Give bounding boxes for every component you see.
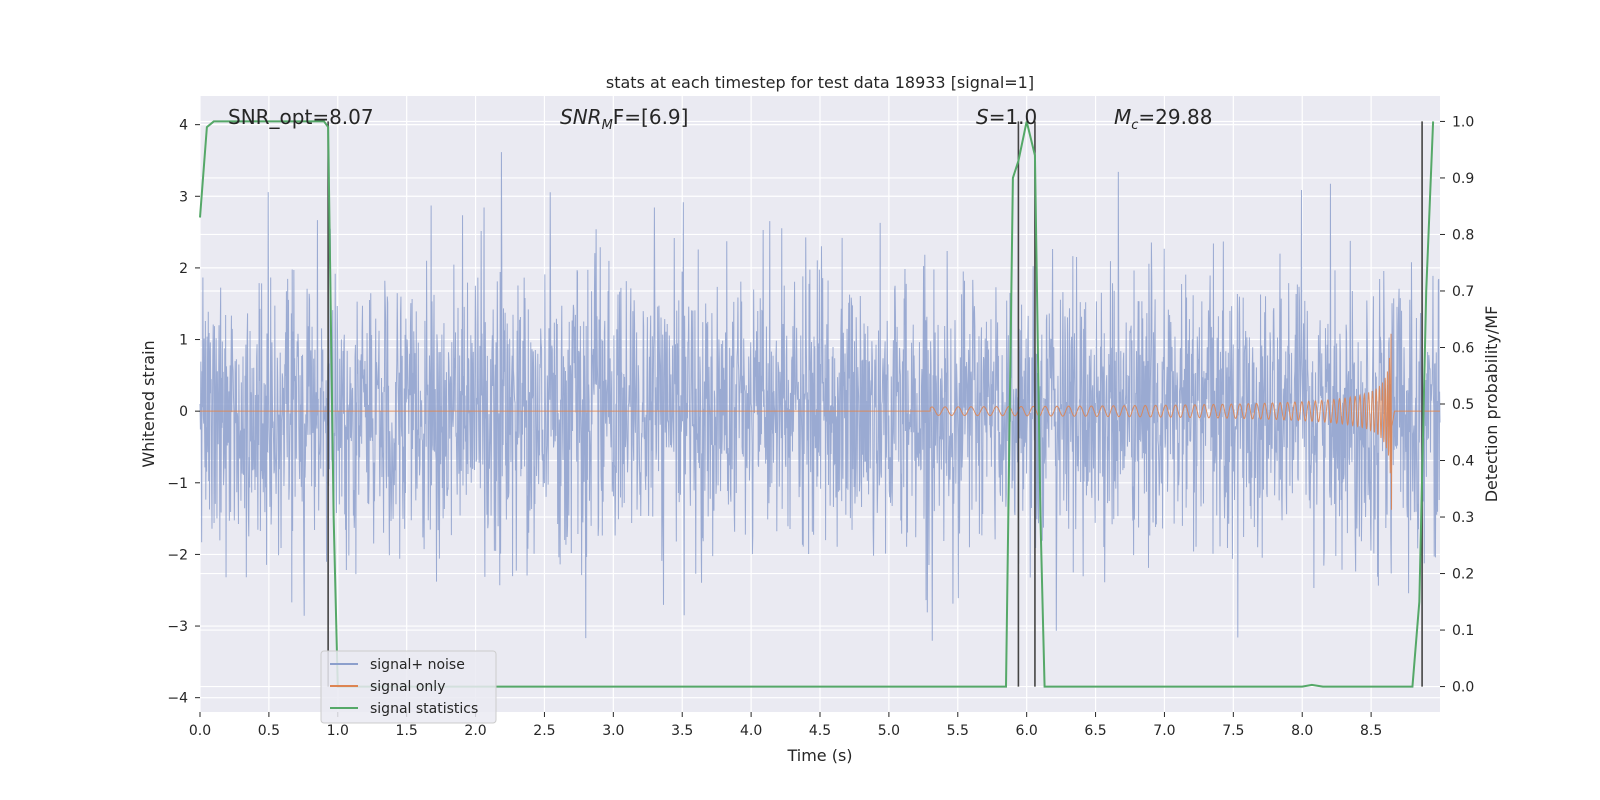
y-tick-label-right: 0.7 [1452,284,1474,300]
y-tick-label-right: 0.8 [1452,227,1474,243]
y-tick-label-right: 0.4 [1452,454,1474,470]
x-tick-label: 1.5 [396,723,418,739]
x-tick-label: 2.0 [464,723,486,739]
annotation-snr-mf-base: SNR [560,105,602,129]
x-tick-label: 0.0 [189,723,211,739]
legend-box [320,650,497,724]
annotation-mc-rest: =29.88 [1138,105,1212,129]
y-tick-label-right: 0.5 [1452,397,1474,413]
y-ticks-left: 4 3 2 1 0 −1 −2 −3 −4 [167,118,200,707]
y-tick-label-right: 0.6 [1452,340,1474,356]
x-tick-label: 0.5 [258,723,280,739]
x-tick-label: 8.0 [1291,723,1313,739]
y-tick-label: −3 [167,619,188,635]
signal-only-line [200,333,1440,510]
x-tick-label: 8.5 [1360,723,1382,739]
x-tick-label: 3.5 [671,723,693,739]
y-tick-label: 1 [179,333,188,349]
x-tick-label: 1.0 [327,723,349,739]
x-tick-label: 6.0 [1016,723,1038,739]
x-tick-label: 4.5 [809,723,831,739]
x-tick-label: 7.5 [1222,723,1244,739]
y-tick-label: −1 [167,476,188,492]
y-tick-label-right: 0.1 [1452,623,1474,639]
x-tick-label: 5.5 [947,723,969,739]
annotation-mc-sub: c [1131,118,1138,133]
annotation-snr-mf-rest: F=[6.9] [613,105,689,129]
annotation-snr-mf: SNRMF=[6.9] [560,105,688,133]
y-tick-label: 3 [179,189,188,205]
legend: signal+ noise signal only signal statist… [320,650,497,724]
legend-label-signal-noise: signal+ noise [370,657,465,673]
y-tick-label: 4 [179,118,188,134]
legend-label-signal-statistics: signal statistics [370,701,478,717]
signal-statistics-line [199,120,1435,688]
x-tick-label: 4.0 [740,723,762,739]
legend-label-signal-only: signal only [370,679,445,695]
series-signal-only [200,333,1440,510]
annotation-snr-mf-sub: M [602,118,613,133]
chart-title: stats at each timestep for test data 189… [606,73,1034,92]
y-tick-label-right: 1.0 [1452,114,1474,130]
y-ticks-right: 1.0 0.9 0.8 0.7 0.6 0.5 0.4 0.3 0.2 0.1 0.0 [1440,114,1474,696]
series-signal-statistics [199,120,1435,688]
y-axis-label-right: Detection probability/MF [1482,306,1501,503]
annotation-s: S=1.0 [976,105,1037,129]
y-tick-label: −4 [167,691,188,707]
x-tick-label: 6.5 [1084,723,1106,739]
annotation-mc-base: M [1114,105,1131,129]
x-axis-label: Time (s) [786,746,852,765]
y-tick-label-right: 0.2 [1452,567,1474,583]
annotation-snr-opt: SNR_opt=8.07 [228,105,374,129]
y-tick-label-right: 0.9 [1452,171,1474,187]
series-signal-noise [199,152,1441,641]
x-ticks: 0.0 0.5 1.0 1.5 2.0 2.5 3.0 3.5 4.0 4.5 5.0 5.5 6.0 6… [189,712,1382,739]
y-tick-label: 2 [179,261,188,277]
y-tick-label-right: 0.0 [1452,680,1474,696]
x-tick-label: 5.0 [878,723,900,739]
y-tick-label: 0 [179,404,188,420]
y-tick-label: −2 [167,547,188,563]
annotation-s-rest: =1.0 [989,105,1038,129]
x-tick-label: 7.0 [1153,723,1175,739]
signal-noise-line [199,152,1441,641]
annotation-mc: Mc=29.88 [1114,105,1212,133]
y-axis-label: Whitened strain [139,340,158,467]
annotation-s-base: S [976,105,989,129]
x-tick-label: 3.0 [602,723,624,739]
x-tick-label: 2.5 [533,723,555,739]
y-tick-label-right: 0.3 [1452,510,1474,526]
